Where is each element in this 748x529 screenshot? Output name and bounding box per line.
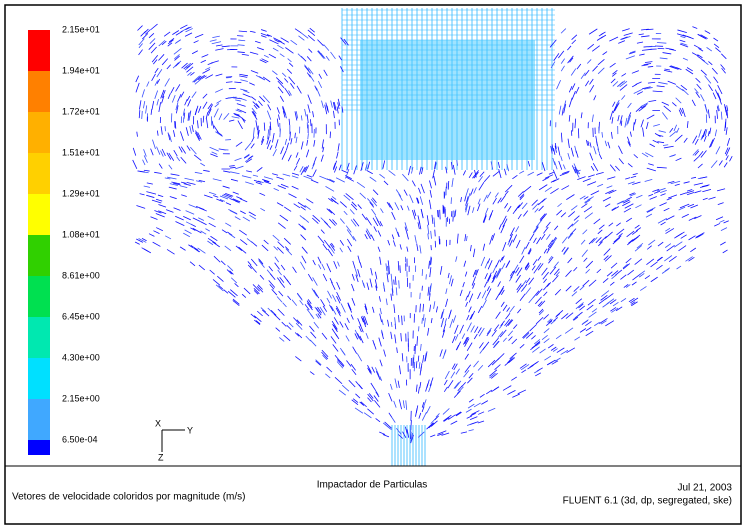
colorbar-label: 2.15e+00 xyxy=(62,393,100,403)
colorbar-swatch xyxy=(28,235,50,276)
colorbar-swatch xyxy=(28,358,50,399)
colorbar-label: 2.15e+01 xyxy=(62,24,100,34)
velocity-vector xyxy=(422,318,423,324)
colorbar-label: 1.94e+01 xyxy=(62,65,100,75)
axis-z-label: Z xyxy=(158,452,164,462)
axis-y-label: Y xyxy=(187,425,193,435)
colorbar-label: 1.29e+01 xyxy=(62,188,100,198)
colorbar-label: 1.51e+01 xyxy=(62,147,100,157)
velocity-vector xyxy=(175,121,176,128)
velocity-vector xyxy=(226,77,232,78)
jet-core xyxy=(360,40,535,160)
colorbar-swatch xyxy=(28,30,50,71)
colorbar-swatch xyxy=(28,276,50,317)
footer-title: Impactador de Particulas xyxy=(317,480,428,491)
footer-description: Vetores de velocidade coloridos por magn… xyxy=(12,492,245,503)
axis-x-label: X xyxy=(155,418,161,428)
velocity-vector xyxy=(448,181,449,190)
velocity-vector xyxy=(415,344,416,354)
velocity-vector xyxy=(416,361,417,368)
colorbar-label: 1.08e+01 xyxy=(62,229,100,239)
velocity-vector xyxy=(414,362,415,371)
colorbar-swatch xyxy=(28,71,50,112)
footer-date: Jul 21, 2003 xyxy=(678,483,733,494)
colorbar-label: 8.61e+00 xyxy=(62,270,100,280)
velocity-vector xyxy=(646,29,653,30)
colorbar-label: 6.45e+00 xyxy=(62,311,100,321)
colorbar-swatch xyxy=(28,194,50,235)
velocity-vector xyxy=(142,111,143,119)
fluent-window: 2.15e+01 1.94e+01 1.72e+01 1.51e+01 1.29e+01… xyxy=(0,0,748,529)
footer-solver: FLUENT 6.1 (3d, dp, segregated, ske) xyxy=(563,496,732,507)
velocity-vector xyxy=(453,211,454,218)
colorbar-label: 1.72e+01 xyxy=(62,106,100,116)
colorbar-label: 4.30e+00 xyxy=(62,352,100,362)
colorbar-swatch xyxy=(28,112,50,153)
colorbar-swatch xyxy=(28,440,50,455)
colorbar-swatch xyxy=(28,153,50,194)
colorbar-swatch xyxy=(28,317,50,358)
colorbar-label: 6.50e-04 xyxy=(62,434,98,444)
velocity-vector xyxy=(399,280,400,288)
colorbar-swatch xyxy=(28,399,50,440)
